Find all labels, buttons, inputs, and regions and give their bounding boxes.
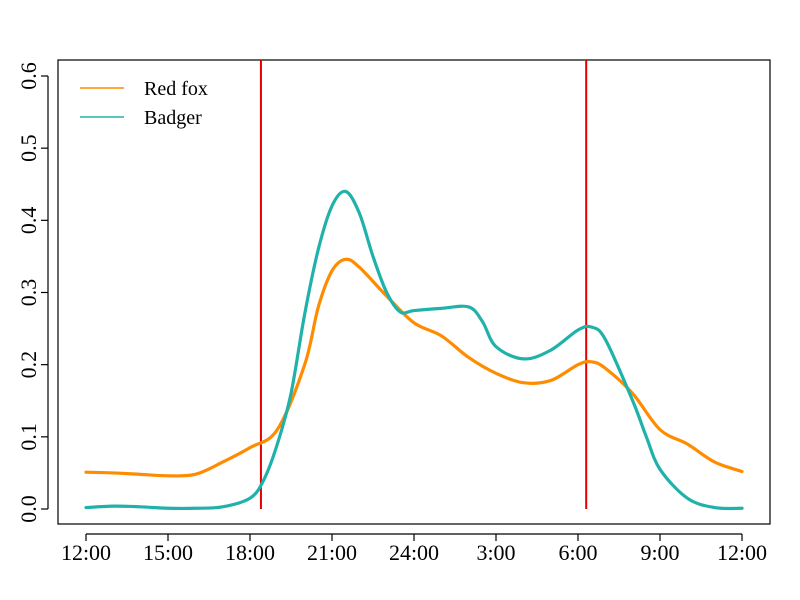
x-tick-label: 12:00: [717, 540, 767, 565]
y-tick-label: 0.6: [16, 62, 41, 90]
x-tick-label: 3:00: [476, 540, 515, 565]
reference-lines: [259, 60, 588, 509]
series-line-badger: [84, 189, 744, 511]
plot-frame: [57, 59, 771, 525]
x-tick-label: 6:00: [558, 540, 597, 565]
legend-label: Red fox: [144, 78, 208, 100]
x-tick-label: 9:00: [640, 540, 679, 565]
x-tick-label: 18:00: [225, 540, 275, 565]
y-tick-label: 0.3: [16, 279, 41, 307]
y-tick-label: 0.4: [16, 207, 41, 235]
series-line-red-fox: [84, 257, 744, 478]
y-tick-label: 0.0: [16, 495, 41, 523]
y-tick-label: 0.1: [16, 423, 41, 451]
x-tick-label: 15:00: [143, 540, 193, 565]
x-tick-label: 24:00: [389, 540, 439, 565]
x-tick-label: 21:00: [307, 540, 357, 565]
x-tick-label: 12:00: [61, 540, 111, 565]
y-tick-label: 0.5: [16, 134, 41, 162]
series-lines: [84, 189, 744, 511]
legend: Red fox Badger: [80, 78, 208, 129]
y-axis: 0.0 0.1 0.2 0.3 0.4 0.5 0.6: [16, 62, 49, 523]
legend-label: Badger: [144, 107, 202, 129]
x-axis: 12:00 15:00 18:00 21:00 24:00 3:00 6:00 9:00 12:…: [61, 533, 767, 565]
y-tick-label: 0.2: [16, 351, 41, 379]
